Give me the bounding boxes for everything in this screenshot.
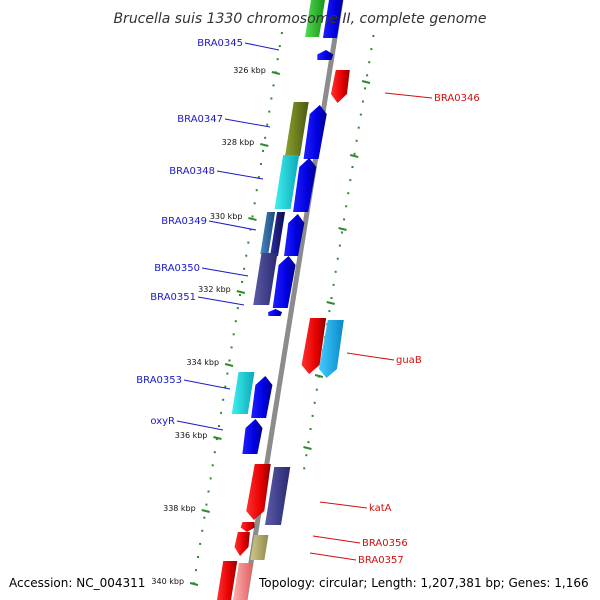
accession-text: Accession: NC_004311 <box>9 576 146 590</box>
major-tick <box>189 582 199 586</box>
major-tick <box>338 227 347 231</box>
tick-label: 330 kbp <box>210 212 243 221</box>
gene-feature <box>240 522 255 532</box>
gene-feature <box>234 532 250 556</box>
gene-label-bra0347[interactable]: BRA0347 <box>177 114 223 125</box>
leader-line <box>201 267 249 277</box>
gene-label-bra0346[interactable]: BRA0346 <box>434 93 480 104</box>
leader-line <box>176 420 224 431</box>
gene-feature <box>231 372 255 414</box>
leader-line <box>312 535 361 544</box>
leader-line <box>384 92 433 99</box>
gene-label-bra0348[interactable]: BRA0348 <box>169 166 215 177</box>
gene-feature <box>268 309 283 316</box>
gene-feature <box>293 158 317 212</box>
gene-feature <box>265 467 291 525</box>
gene-feature <box>260 212 276 254</box>
gene-feature <box>322 0 343 38</box>
tick-label: 334 kbp <box>186 358 219 367</box>
gene-label-guab[interactable]: guaB <box>396 355 422 366</box>
major-tick <box>260 143 269 147</box>
tick-label: 338 kbp <box>163 504 196 513</box>
leader-line <box>319 501 368 509</box>
tick-scale-left <box>192 32 283 585</box>
gene-feature <box>303 105 327 159</box>
major-tick <box>213 436 222 440</box>
tick-label: 340 kbp <box>151 577 184 586</box>
leader-line <box>346 352 395 361</box>
major-tick <box>326 301 335 305</box>
gene-label-bra0351[interactable]: BRA0351 <box>150 292 196 303</box>
tick-label: 326 kbp <box>233 66 266 75</box>
major-tick <box>303 446 312 450</box>
major-tick <box>224 363 234 367</box>
gene-label-kata[interactable]: katA <box>369 503 392 514</box>
major-tick <box>314 374 324 378</box>
gene-label-bra0350[interactable]: BRA0350 <box>154 263 200 274</box>
gene-feature <box>246 464 271 520</box>
tick-label: 328 kbp <box>222 138 255 147</box>
gene-feature <box>250 535 269 560</box>
leader-line <box>224 118 271 128</box>
major-tick <box>349 154 359 158</box>
gene-label-oxyr[interactable]: oxyR <box>150 416 175 427</box>
gene-feature <box>233 563 253 600</box>
gene-feature <box>317 50 334 60</box>
tick-label: 332 kbp <box>198 285 231 294</box>
major-tick <box>271 71 281 75</box>
tick-label: 336 kbp <box>175 431 208 440</box>
gene-label-bra0356[interactable]: BRA0356 <box>362 538 408 549</box>
leader-line <box>309 552 357 561</box>
gene-feature <box>285 102 309 156</box>
gene-label-bra0353[interactable]: BRA0353 <box>136 375 182 386</box>
leader-line <box>197 296 245 306</box>
gene-feature <box>318 320 344 378</box>
gene-label-bra0357[interactable]: BRA0357 <box>358 555 404 566</box>
gene-feature <box>251 376 273 418</box>
gene-feature <box>242 419 263 454</box>
major-tick <box>361 80 371 84</box>
leader-line <box>244 42 280 51</box>
gene-feature <box>270 212 286 256</box>
leader-line <box>216 170 264 180</box>
gene-feature <box>217 561 238 600</box>
map-title: Brucella suis 1330 chromosome II, comple… <box>113 11 486 27</box>
gene-feature <box>330 70 350 103</box>
major-tick <box>248 217 257 221</box>
gene-feature <box>305 0 325 37</box>
gene-feature <box>253 253 278 305</box>
leader-line <box>208 220 257 231</box>
gene-feature <box>301 318 327 374</box>
topology-text: Topology: circular; Length: 1,207,381 bp… <box>259 576 589 590</box>
gene-label-bra0345[interactable]: BRA0345 <box>197 38 243 49</box>
major-tick <box>201 509 210 513</box>
gene-feature <box>284 214 305 256</box>
gene-feature <box>274 155 300 209</box>
leader-line <box>183 379 231 390</box>
gene-label-bra0349[interactable]: BRA0349 <box>161 216 207 227</box>
gene-feature <box>272 256 296 308</box>
major-tick <box>236 290 246 294</box>
